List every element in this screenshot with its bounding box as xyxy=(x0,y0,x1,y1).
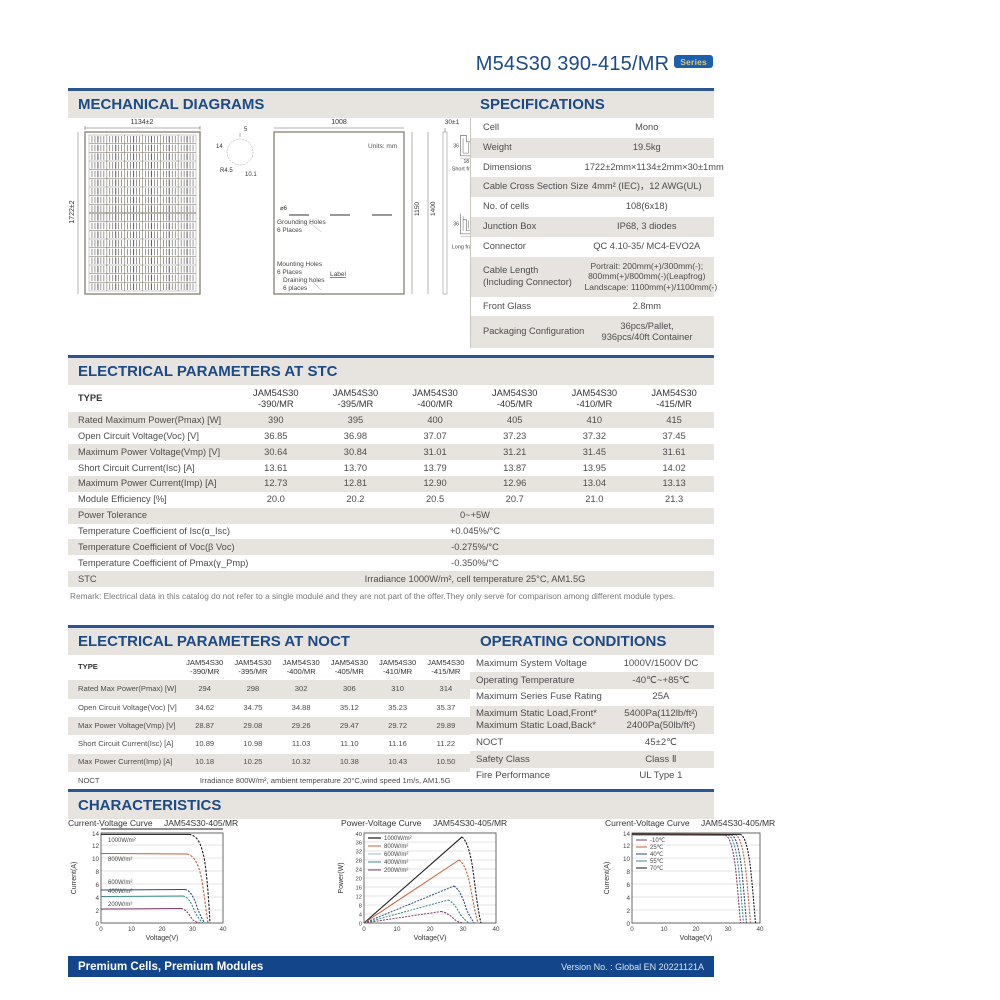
svg-text:600W/m²: 600W/m² xyxy=(108,880,132,886)
svg-text:Power(W): Power(W) xyxy=(338,862,345,893)
svg-text:1000W/m²: 1000W/m² xyxy=(384,836,412,842)
svg-text:14: 14 xyxy=(216,144,223,150)
svg-text:JAM54S30-405/MR: JAM54S30-405/MR xyxy=(433,818,507,828)
svg-text:4: 4 xyxy=(626,895,630,902)
svg-text:800W/m²: 800W/m² xyxy=(384,844,408,850)
svg-text:4: 4 xyxy=(95,895,99,902)
svg-text:6: 6 xyxy=(626,882,630,889)
svg-text:20: 20 xyxy=(426,926,434,933)
svg-text:1134±2: 1134±2 xyxy=(131,119,154,126)
svg-text:30: 30 xyxy=(724,926,732,933)
svg-text:800W/m²: 800W/m² xyxy=(108,857,132,863)
svg-text:6 places: 6 places xyxy=(283,285,308,292)
svg-text:R4.5: R4.5 xyxy=(220,168,233,174)
svg-text:Current(A): Current(A) xyxy=(71,862,78,895)
svg-text:32: 32 xyxy=(356,850,362,856)
svg-text:28: 28 xyxy=(356,859,362,865)
svg-text:55℃: 55℃ xyxy=(650,859,664,865)
svg-text:20: 20 xyxy=(356,877,362,883)
svg-text:10: 10 xyxy=(393,926,401,933)
svg-text:14: 14 xyxy=(623,831,631,838)
svg-text:18: 18 xyxy=(463,159,469,165)
svg-text:Draining holes: Draining holes xyxy=(283,277,325,284)
svg-text:12: 12 xyxy=(356,895,362,901)
svg-text:1000W/m²: 1000W/m² xyxy=(108,838,136,844)
svg-text:Voltage(V): Voltage(V) xyxy=(414,935,447,942)
svg-text:40: 40 xyxy=(356,832,362,838)
svg-text:40℃: 40℃ xyxy=(650,852,664,858)
svg-text:16: 16 xyxy=(356,886,362,892)
svg-text:1400: 1400 xyxy=(430,201,437,216)
svg-text:400W/m²: 400W/m² xyxy=(384,860,408,866)
svg-text:JAM54S30-405/MR: JAM54S30-405/MR xyxy=(701,818,775,828)
svg-text:0: 0 xyxy=(362,926,366,933)
svg-text:5: 5 xyxy=(244,127,248,133)
svg-text:200W/m²: 200W/m² xyxy=(384,868,408,874)
svg-text:Grounding Holes: Grounding Holes xyxy=(277,219,327,226)
svg-text:1008: 1008 xyxy=(331,119,347,126)
svg-text:Voltage(V): Voltage(V) xyxy=(146,935,179,942)
svg-text:0: 0 xyxy=(630,926,634,933)
svg-text:Power-Voltage Curve: Power-Voltage Curve xyxy=(341,818,422,828)
svg-text:1722±2: 1722±2 xyxy=(69,200,76,223)
svg-text:JAM54S30-405/MR: JAM54S30-405/MR xyxy=(164,818,238,828)
svg-text:12: 12 xyxy=(92,843,100,850)
svg-text:⌀6: ⌀6 xyxy=(280,206,288,212)
svg-text:30: 30 xyxy=(189,926,197,933)
svg-text:Label: Label xyxy=(330,271,346,278)
svg-text:10: 10 xyxy=(92,856,100,863)
svg-text:1150: 1150 xyxy=(414,202,421,216)
svg-text:10: 10 xyxy=(623,856,631,863)
svg-text:8: 8 xyxy=(626,869,630,876)
svg-text:0: 0 xyxy=(99,926,103,933)
svg-text:20: 20 xyxy=(692,926,700,933)
svg-text:Units: mm: Units: mm xyxy=(368,143,397,150)
svg-text:70℃: 70℃ xyxy=(650,866,664,872)
svg-text:40: 40 xyxy=(756,926,764,933)
svg-text:12: 12 xyxy=(623,843,631,850)
svg-text:10: 10 xyxy=(128,926,136,933)
svg-text:36: 36 xyxy=(356,841,362,847)
svg-text:10.1: 10.1 xyxy=(245,172,257,178)
svg-text:20: 20 xyxy=(158,926,166,933)
svg-text:6 Places: 6 Places xyxy=(277,269,303,276)
svg-text:-10℃: -10℃ xyxy=(650,838,666,844)
svg-text:6: 6 xyxy=(95,882,99,889)
svg-text:400W/m²: 400W/m² xyxy=(108,889,132,895)
svg-text:24: 24 xyxy=(356,868,363,874)
svg-text:Voltage(V): Voltage(V) xyxy=(680,935,713,942)
svg-text:14: 14 xyxy=(92,831,100,838)
svg-text:36: 36 xyxy=(453,221,459,227)
svg-text:Current-Voltage Curve: Current-Voltage Curve xyxy=(68,818,153,828)
svg-text:600W/m²: 600W/m² xyxy=(384,852,408,858)
svg-text:2: 2 xyxy=(95,908,99,915)
svg-text:Mounting Holes: Mounting Holes xyxy=(277,261,323,268)
svg-text:8: 8 xyxy=(359,904,362,910)
svg-text:4: 4 xyxy=(359,913,363,919)
svg-text:30: 30 xyxy=(459,926,467,933)
svg-text:2: 2 xyxy=(626,908,630,915)
svg-text:6 Places: 6 Places xyxy=(277,227,303,234)
svg-text:10: 10 xyxy=(660,926,668,933)
svg-text:40: 40 xyxy=(219,926,227,933)
svg-text:36: 36 xyxy=(453,143,459,149)
svg-text:Current-Voltage Curve: Current-Voltage Curve xyxy=(605,818,690,828)
svg-text:40: 40 xyxy=(492,926,500,933)
svg-text:25℃: 25℃ xyxy=(650,845,664,851)
svg-text:8: 8 xyxy=(95,869,99,876)
svg-text:Current(A): Current(A) xyxy=(604,862,611,895)
svg-text:30±1: 30±1 xyxy=(445,119,460,126)
svg-text:200W/m²: 200W/m² xyxy=(108,902,132,908)
